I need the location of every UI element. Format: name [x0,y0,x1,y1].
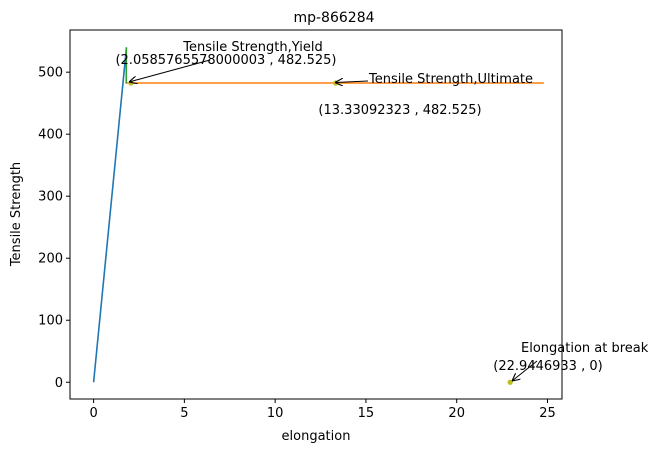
y-tick-label: 400 [38,128,63,143]
data-point-1 [333,80,339,86]
annotation-label-break: Elongation at break [521,341,649,356]
y-tick-label: 100 [38,314,63,329]
y-tick-label: 500 [38,66,63,81]
x-axis: 0 5 10 15 20 25 [89,399,556,421]
annotation-coords-ultimate: (13.33092323 , 482.525) [318,103,481,118]
x-tick-label: 15 [358,406,375,421]
y-axis: 0 100 200 300 400 500 [38,66,70,391]
y-axis-label: Tensile Strength [9,162,24,267]
plot-points [128,80,513,385]
annotation-arrow-ultimate [335,81,369,83]
annotation-label-ultimate: Tensile Strength,Ultimate [368,72,533,87]
y-tick-label: 0 [55,376,63,391]
annotation-arrow-break [512,360,538,381]
annotation-arrow-yield [129,59,211,82]
y-tick-label: 300 [38,190,63,205]
x-tick-label: 10 [267,406,284,421]
x-tick-label: 20 [448,406,465,421]
plot-frame [69,29,563,400]
x-tick-label: 5 [180,406,188,421]
annotation-label-yield: Tensile Strength,Yield [182,40,322,55]
annotation-coords-break: (22.9446933 , 0) [493,359,602,374]
x-axis-label: elongation [282,429,351,444]
series-line-0 [92,47,128,383]
x-tick-label: 0 [89,406,97,421]
chart-title: mp-866284 [293,10,374,26]
x-tick-label: 25 [539,406,556,421]
annotation-coords-yield: (2.0585765578000003 , 482.525) [115,53,336,68]
plot-lines [92,47,544,383]
annotations: Tensile Strength,Yield (2.05857655780000… [115,40,649,381]
y-tick-label: 200 [38,252,63,267]
